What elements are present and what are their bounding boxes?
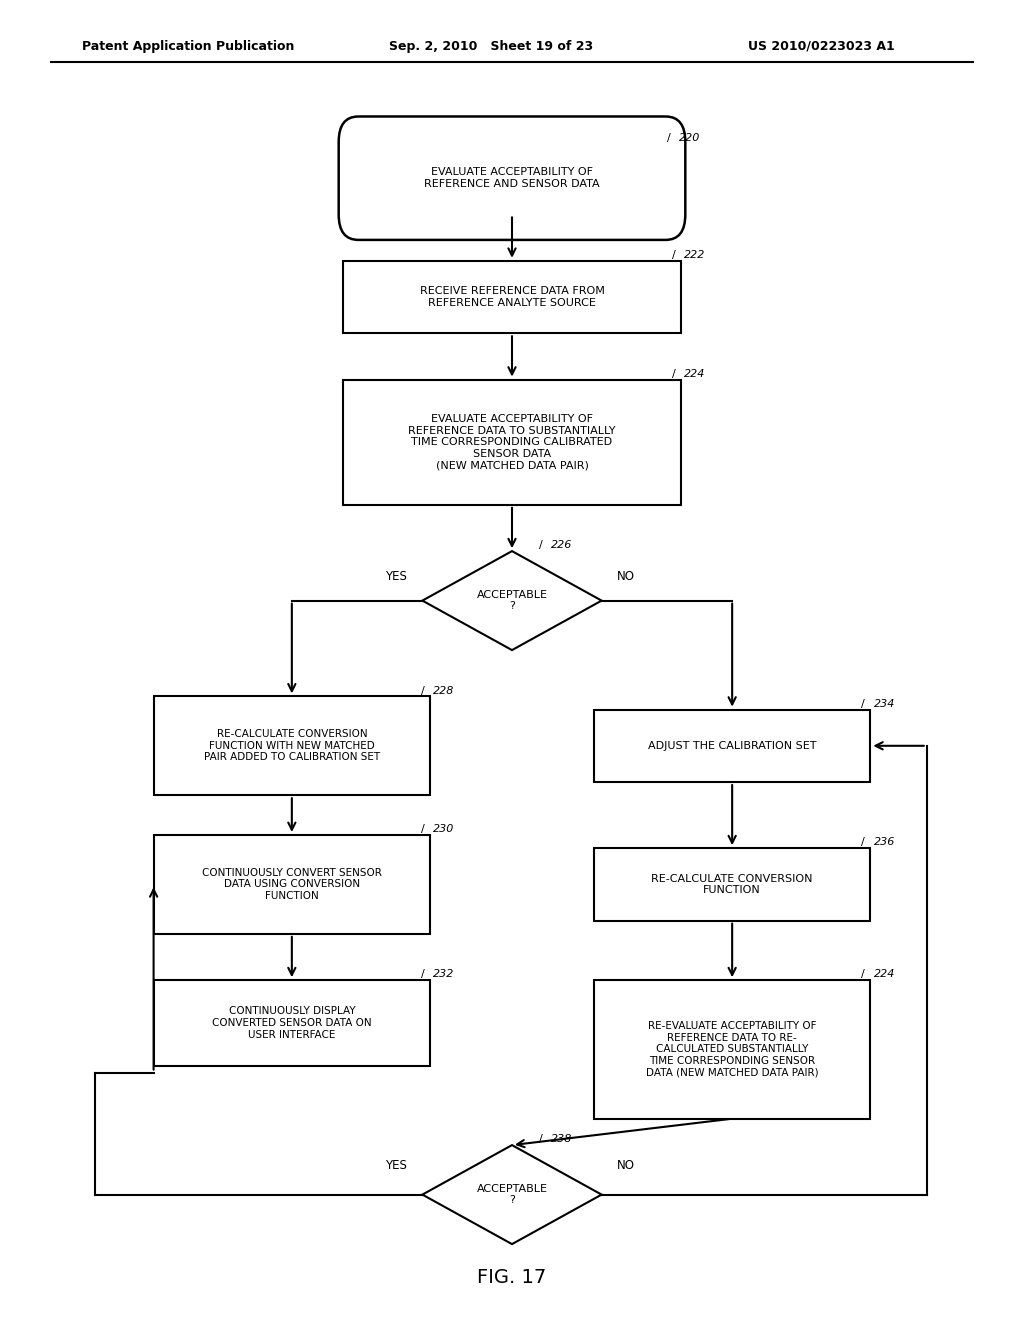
Text: YES: YES: [385, 570, 407, 583]
Bar: [594, 979, 870, 1119]
Text: /: /: [667, 132, 671, 143]
Text: 222: 222: [684, 249, 706, 260]
Text: 224: 224: [684, 368, 706, 379]
Text: 238: 238: [551, 1134, 572, 1144]
Text: /: /: [672, 368, 676, 379]
Text: 234: 234: [873, 698, 895, 709]
Text: 220: 220: [679, 132, 700, 143]
Text: RE-CALCULATE CONVERSION
FUNCTION: RE-CALCULATE CONVERSION FUNCTION: [651, 874, 813, 895]
Polygon shape: [422, 1144, 602, 1243]
Text: 224: 224: [873, 969, 895, 979]
Text: US 2010/0223023 A1: US 2010/0223023 A1: [748, 40, 894, 53]
Text: EVALUATE ACCEPTABILITY OF
REFERENCE AND SENSOR DATA: EVALUATE ACCEPTABILITY OF REFERENCE AND …: [424, 168, 600, 189]
Bar: [343, 260, 681, 333]
Text: /: /: [421, 824, 425, 834]
Text: RE-CALCULATE CONVERSION
FUNCTION WITH NEW MATCHED
PAIR ADDED TO CALIBRATION SET: RE-CALCULATE CONVERSION FUNCTION WITH NE…: [204, 729, 380, 763]
Text: Patent Application Publication: Patent Application Publication: [82, 40, 294, 53]
Bar: [154, 836, 430, 935]
Text: /: /: [421, 969, 425, 979]
Text: CONTINUOUSLY CONVERT SENSOR
DATA USING CONVERSION
FUNCTION: CONTINUOUSLY CONVERT SENSOR DATA USING C…: [202, 867, 382, 902]
Text: NO: NO: [616, 1159, 635, 1172]
Text: NO: NO: [616, 570, 635, 583]
Bar: [594, 710, 870, 781]
Text: /: /: [672, 249, 676, 260]
Text: ACCEPTABLE
?: ACCEPTABLE ?: [476, 590, 548, 611]
Text: 230: 230: [433, 824, 455, 834]
Text: /: /: [539, 1134, 543, 1144]
Polygon shape: [422, 552, 602, 649]
Text: 236: 236: [873, 837, 895, 847]
Text: /: /: [861, 969, 865, 979]
Text: EVALUATE ACCEPTABILITY OF
REFERENCE DATA TO SUBSTANTIALLY
TIME CORRESPONDING CAL: EVALUATE ACCEPTABILITY OF REFERENCE DATA…: [409, 414, 615, 470]
Bar: [594, 849, 870, 921]
Text: 228: 228: [433, 685, 455, 696]
Text: 226: 226: [551, 540, 572, 550]
Text: 232: 232: [433, 969, 455, 979]
Bar: [343, 380, 681, 504]
Bar: [154, 697, 430, 795]
Text: RE-EVALUATE ACCEPTABILITY OF
REFERENCE DATA TO RE-
CALCULATED SUBSTANTIALLY
TIME: RE-EVALUATE ACCEPTABILITY OF REFERENCE D…: [646, 1022, 818, 1077]
Text: FIG. 17: FIG. 17: [477, 1269, 547, 1287]
Text: /: /: [539, 540, 543, 550]
Text: YES: YES: [385, 1159, 407, 1172]
Text: Sep. 2, 2010   Sheet 19 of 23: Sep. 2, 2010 Sheet 19 of 23: [389, 40, 593, 53]
Text: ADJUST THE CALIBRATION SET: ADJUST THE CALIBRATION SET: [648, 741, 816, 751]
Text: /: /: [861, 837, 865, 847]
Text: /: /: [421, 685, 425, 696]
Text: CONTINUOUSLY DISPLAY
CONVERTED SENSOR DATA ON
USER INTERFACE: CONTINUOUSLY DISPLAY CONVERTED SENSOR DA…: [212, 1006, 372, 1040]
Bar: [154, 979, 430, 1067]
Text: /: /: [861, 698, 865, 709]
Text: RECEIVE REFERENCE DATA FROM
REFERENCE ANALYTE SOURCE: RECEIVE REFERENCE DATA FROM REFERENCE AN…: [420, 286, 604, 308]
Text: ACCEPTABLE
?: ACCEPTABLE ?: [476, 1184, 548, 1205]
FancyBboxPatch shape: [339, 116, 685, 240]
